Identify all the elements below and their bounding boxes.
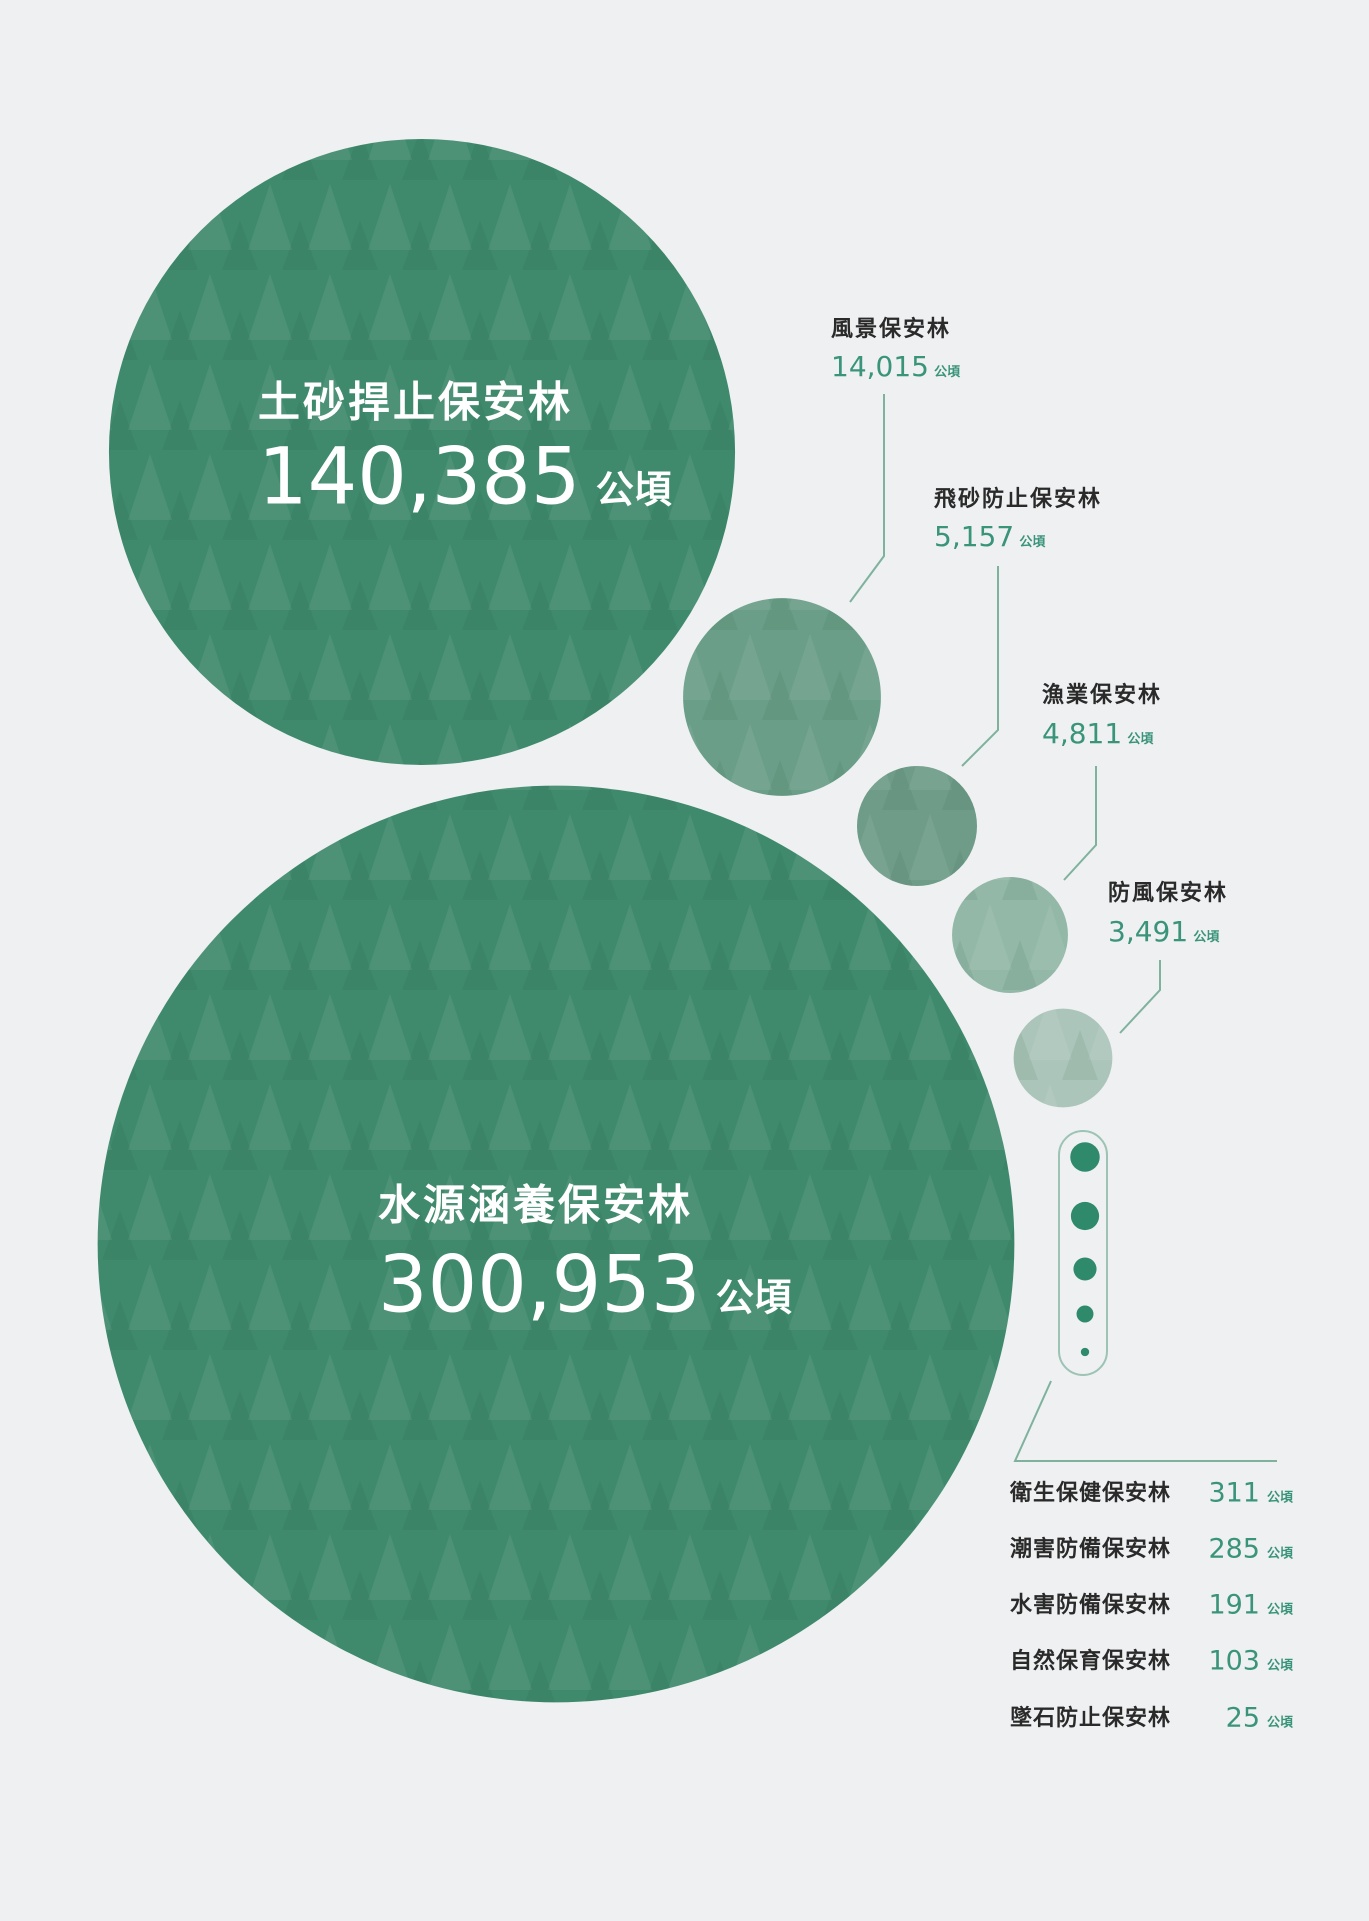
unit-label: 公頃 — [1267, 1716, 1294, 1731]
category-label: 飛砂防止保安林 — [934, 486, 1102, 512]
unit-label: 公頃 — [596, 467, 672, 511]
value-label: 25 — [1226, 1703, 1260, 1734]
category-label: 土砂捍止保安林 — [258, 378, 573, 427]
connector — [1119, 960, 1161, 1034]
category-label: 潮害防備保安林 — [1010, 1536, 1171, 1562]
connector — [849, 394, 885, 603]
unit-label: 公頃 — [1193, 930, 1220, 945]
unit-label: 公頃 — [1127, 732, 1154, 747]
value-label: 300,953 — [378, 1240, 701, 1330]
category-label: 漁業保安林 — [1042, 682, 1162, 708]
unit-label: 公頃 — [1267, 1659, 1294, 1674]
unit-label: 公頃 — [1267, 1491, 1294, 1506]
category-label: 風景保安林 — [831, 316, 951, 342]
dot-capsule — [1058, 1130, 1108, 1376]
bubble — [1070, 1142, 1100, 1172]
connector — [1013, 1380, 1277, 1462]
unit-label: 公頃 — [1267, 1603, 1294, 1618]
bubble — [1070, 1201, 1100, 1231]
category-label: 水源涵養保安林 — [378, 1181, 693, 1230]
category-label: 自然保育保安林 — [1010, 1648, 1171, 1674]
connector — [1063, 766, 1097, 881]
unit-label: 公頃 — [1019, 535, 1046, 550]
value-label: 4,811 — [1042, 717, 1122, 750]
bubble — [1076, 1305, 1094, 1323]
bubble-texture — [108, 138, 736, 766]
unit-label: 公頃 — [934, 365, 961, 380]
bubble-texture — [1013, 1008, 1113, 1108]
category-label: 衛生保健保安林 — [1009, 1480, 1171, 1506]
category-label: 墜石防止保安林 — [1010, 1705, 1171, 1731]
category-label: 防風保安林 — [1108, 880, 1228, 906]
value-label: 3,491 — [1108, 915, 1188, 948]
unit-label: 公頃 — [716, 1275, 792, 1319]
value-label: 103 — [1208, 1646, 1260, 1677]
bubble-texture — [97, 785, 1015, 1703]
connector — [961, 566, 999, 767]
bubble — [1080, 1347, 1090, 1357]
value-label: 285 — [1208, 1534, 1260, 1565]
value-label: 5,157 — [934, 520, 1014, 553]
value-label: 14,015 — [831, 350, 929, 383]
value-label: 191 — [1208, 1590, 1260, 1621]
bubble-texture — [952, 877, 1068, 993]
value-label: 311 — [1208, 1478, 1260, 1509]
unit-label: 公頃 — [1267, 1547, 1294, 1562]
bubble — [1073, 1257, 1097, 1281]
category-label: 水害防備保安林 — [1010, 1592, 1171, 1618]
value-label: 140,385 — [258, 432, 581, 522]
bubble-texture — [856, 765, 978, 887]
bubble-texture — [683, 598, 881, 796]
